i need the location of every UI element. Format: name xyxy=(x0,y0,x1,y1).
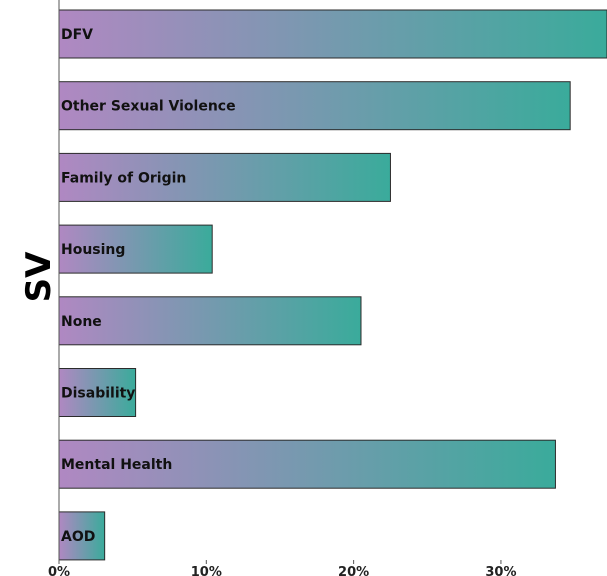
bar xyxy=(58,81,571,131)
x-axis-ticks: 0% 10% 20% 30% xyxy=(48,560,516,576)
y-axis-title: SV xyxy=(19,251,59,302)
bar-label: Family of Origin xyxy=(61,170,186,186)
bar-label: Disability xyxy=(61,386,135,402)
bar-label: Housing xyxy=(61,242,125,258)
x-tick-label: 10% xyxy=(191,565,222,576)
x-tick-label: 30% xyxy=(485,565,516,576)
bar xyxy=(58,439,556,489)
bars: DFV Other Sexual Violence Family of Origin… xyxy=(58,9,607,561)
bar-label: Mental Health xyxy=(61,457,172,473)
bar-label: DFV xyxy=(61,27,93,43)
x-tick-label: 0% xyxy=(48,565,70,576)
bar xyxy=(58,296,362,346)
bar xyxy=(58,368,137,417)
bar-label: AOD xyxy=(61,529,95,545)
x-tick-label: 20% xyxy=(338,565,369,576)
bar xyxy=(58,9,607,59)
bar-label: None xyxy=(61,314,102,330)
bar xyxy=(58,224,213,274)
bar-label: Other Sexual Violence xyxy=(61,99,236,115)
bar xyxy=(58,152,391,202)
